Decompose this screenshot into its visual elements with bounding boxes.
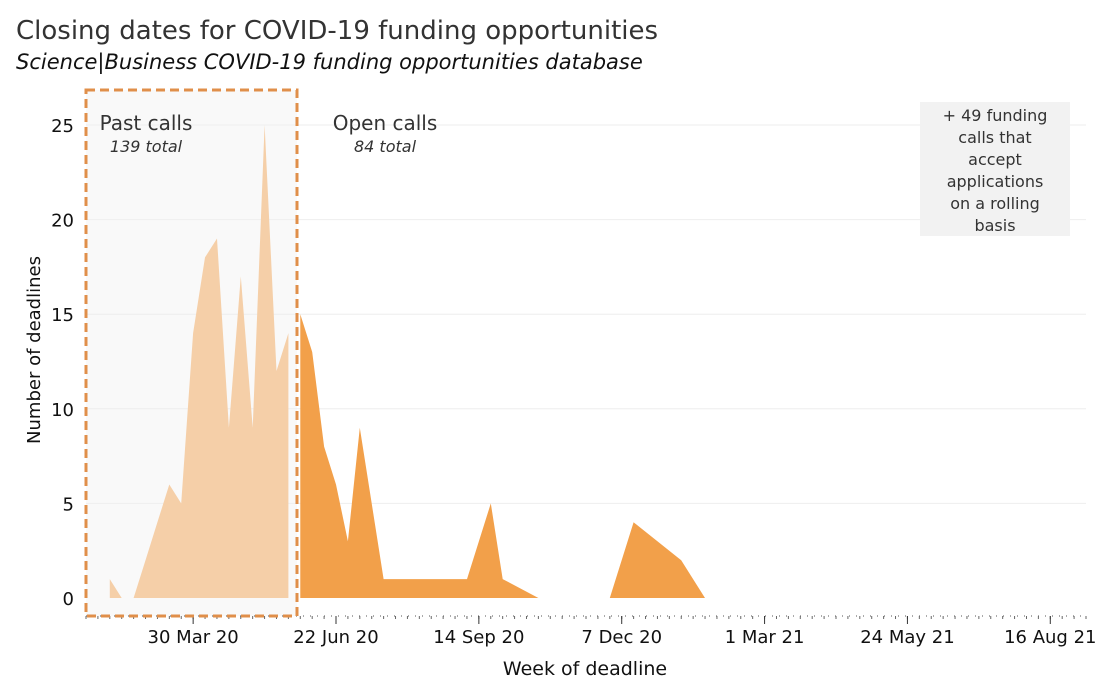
chart-title: Closing dates for COVID-19 funding oppor… [16, 16, 659, 46]
y-tick-label: 15 [51, 305, 74, 326]
x-tick-label: 16 Aug 21 [1004, 627, 1096, 648]
rolling-note-line: basis [974, 216, 1015, 235]
rolling-note: + 49 funding calls that accept applications… [943, 106, 1048, 235]
x-tick-label: 22 Jun 20 [293, 627, 378, 648]
x-tick-label: 30 Mar 20 [148, 627, 239, 648]
rolling-note-line: accept [968, 150, 1022, 169]
chart-subtitle: Science|Business COVID-19 funding opport… [16, 50, 643, 74]
y-tick-label: 10 [51, 400, 74, 421]
past-calls-box [84, 88, 299, 618]
y-axis-title: Number of deadlines [24, 256, 45, 444]
open-calls-label: Open calls [333, 111, 438, 135]
open-calls-total: 84 total [354, 137, 417, 156]
open-calls-area [300, 314, 1063, 598]
axes: 0 5 10 15 20 25 30 Mar 20 22 Jun 20 14 Sep 20 7 D… [51, 116, 1096, 648]
rolling-note-box [920, 102, 1070, 236]
rolling-note-line: calls that [958, 128, 1031, 147]
past-calls-total: 139 total [110, 137, 183, 156]
rolling-note-line: applications [947, 172, 1044, 191]
x-tick-label: 7 Dec 20 [581, 627, 662, 648]
y-tick-label: 20 [51, 211, 74, 232]
past-calls-label: Past calls [100, 111, 193, 135]
y-tick-label: 25 [51, 116, 74, 137]
y-tick-label: 0 [63, 589, 74, 610]
x-tick-label: 14 Sep 20 [433, 627, 524, 648]
y-tick-label: 5 [63, 494, 74, 515]
x-tick-label: 1 Mar 21 [725, 627, 805, 648]
y-gridlines [86, 124, 1086, 504]
past-calls-area [109, 125, 289, 598]
area-series [109, 125, 1063, 598]
rolling-note-line: on a rolling [950, 194, 1040, 213]
x-tick-label: 24 May 21 [860, 627, 954, 648]
x-axis-title: Week of deadline [503, 658, 667, 680]
rolling-note-line: + 49 funding [943, 106, 1048, 125]
